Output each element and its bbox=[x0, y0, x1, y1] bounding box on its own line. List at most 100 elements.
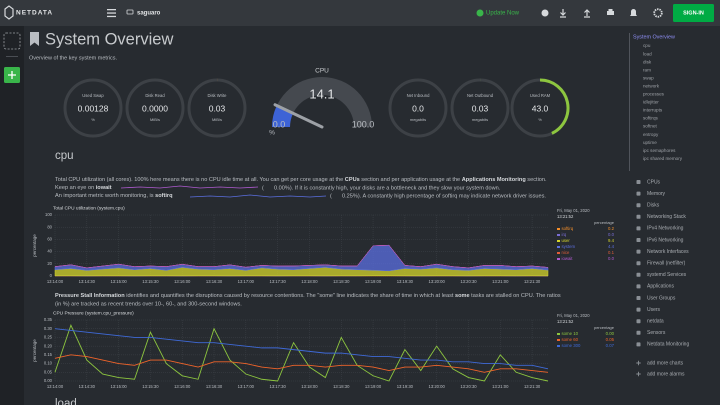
nav-section[interactable]: Disks bbox=[647, 203, 660, 209]
nav-action[interactable]: add more alarms bbox=[647, 371, 685, 377]
nav-sub-item[interactable]: network bbox=[643, 83, 660, 88]
nav-sub-item[interactable]: softnet bbox=[643, 124, 658, 129]
nav-icon bbox=[636, 238, 641, 242]
legend-name[interactable]: some 300 bbox=[562, 343, 581, 348]
host-name[interactable]: saguaro bbox=[137, 11, 161, 17]
legend-swatch[interactable] bbox=[557, 234, 560, 236]
x-tick-label: 13:18:30 bbox=[333, 384, 350, 389]
text-bold: some bbox=[455, 293, 470, 299]
paragraph-line: (in %) are tracked as recent trends over… bbox=[55, 301, 242, 307]
legend-swatch[interactable] bbox=[557, 228, 560, 230]
nav-sub-item[interactable]: softirqs bbox=[643, 116, 659, 121]
nav-sub-item[interactable]: interrupts bbox=[643, 108, 663, 113]
nav-sub-item[interactable]: processes bbox=[643, 92, 665, 97]
legend-name[interactable]: softirq bbox=[562, 226, 574, 231]
nav-section[interactable]: systemd Services bbox=[647, 272, 687, 278]
nav-section[interactable]: Memory bbox=[647, 191, 666, 197]
nav-sub-item[interactable]: load bbox=[643, 51, 652, 56]
print-icon-part[interactable] bbox=[607, 11, 614, 15]
legend-value: 0.05 bbox=[606, 337, 615, 342]
top-bar-part bbox=[0, 0, 720, 26]
sign-in-button-part[interactable] bbox=[673, 4, 714, 22]
update-now-part[interactable] bbox=[476, 9, 484, 17]
print-icon-part[interactable] bbox=[608, 9, 613, 11]
host-selector[interactable]: saguaro bbox=[126, 9, 161, 17]
legend-swatch[interactable] bbox=[557, 252, 560, 254]
nav-sub-item[interactable]: entropy bbox=[643, 132, 659, 137]
legend-name[interactable]: some 10 bbox=[562, 331, 579, 336]
sign-in-label[interactable]: SIGN-IN bbox=[683, 10, 704, 16]
gauge-arc bbox=[539, 78, 570, 135]
legend-name[interactable]: irq bbox=[562, 232, 567, 237]
nav-section[interactable]: IPv6 Networking bbox=[647, 237, 684, 243]
legend-name[interactable]: iowait bbox=[562, 256, 574, 261]
print-icon[interactable] bbox=[607, 9, 614, 15]
text-bold: Pressure Stall Information bbox=[55, 293, 125, 299]
legend-name[interactable]: user bbox=[562, 238, 571, 243]
menu-button-part[interactable] bbox=[107, 15, 116, 18]
sign-in-button[interactable]: SIGN-IN bbox=[673, 4, 714, 22]
legend-name[interactable]: system bbox=[562, 244, 576, 249]
logo-text[interactable]: NETDATA bbox=[16, 10, 53, 17]
nav-section[interactable]: Firewall (netfilter) bbox=[647, 261, 686, 267]
settings-icon[interactable] bbox=[653, 8, 663, 18]
add-space-button-part[interactable] bbox=[8, 71, 16, 79]
nav-sub-item[interactable]: swap bbox=[643, 75, 654, 80]
nav-section[interactable]: netdata bbox=[647, 319, 664, 325]
legend-swatch[interactable] bbox=[557, 246, 560, 248]
help-icon-part[interactable] bbox=[541, 9, 549, 17]
alarms-icon[interactable] bbox=[630, 9, 637, 16]
nav-section[interactable]: Applications bbox=[647, 284, 674, 290]
logo[interactable]: NETDATA bbox=[4, 5, 53, 20]
x-tick-label: 13:18:00 bbox=[301, 279, 318, 284]
help-icon[interactable] bbox=[541, 9, 549, 17]
legend-unit: percentage bbox=[594, 325, 615, 330]
legend-swatch[interactable] bbox=[557, 258, 560, 260]
nav-sub-item[interactable]: ram bbox=[643, 67, 651, 72]
legend-swatch[interactable] bbox=[557, 339, 560, 341]
settings-icon-part[interactable] bbox=[653, 8, 663, 18]
menu-button[interactable] bbox=[107, 9, 116, 18]
nav-section[interactable]: Sensors bbox=[647, 330, 666, 336]
host-selector-part[interactable] bbox=[126, 9, 134, 15]
legend-name[interactable]: nice bbox=[562, 250, 570, 255]
nav-section[interactable]: User Groups bbox=[647, 295, 676, 301]
update-label[interactable]: Update Now bbox=[486, 11, 520, 17]
update-now[interactable]: Update Now bbox=[476, 9, 520, 17]
legend-swatch[interactable] bbox=[557, 345, 560, 347]
nav-section[interactable]: Netdata Monitoring bbox=[647, 342, 689, 348]
nav-sub-item[interactable]: idlejitter bbox=[643, 100, 659, 105]
download-icon-part[interactable] bbox=[560, 9, 566, 18]
legend-name[interactable]: some 60 bbox=[562, 337, 579, 342]
nav-active[interactable]: System Overview bbox=[633, 34, 675, 40]
upload-icon-part[interactable] bbox=[584, 9, 590, 18]
nav-sub-item[interactable]: uptime bbox=[643, 140, 657, 145]
menu-button-part[interactable] bbox=[107, 12, 116, 14]
nav-sub-item[interactable]: ipc shared memory bbox=[643, 156, 683, 161]
nav-section[interactable]: Network Interfaces bbox=[647, 249, 689, 255]
nav-section[interactable]: Users bbox=[647, 307, 661, 313]
nav-sub-item[interactable]: disk bbox=[643, 59, 652, 64]
nav-section[interactable]: Networking Stack bbox=[647, 214, 686, 220]
x-tick-label: 13:15:00 bbox=[110, 279, 127, 284]
logo-part[interactable] bbox=[4, 5, 14, 20]
alarms-icon-part[interactable] bbox=[630, 9, 637, 16]
x-tick-label: 13:19:30 bbox=[397, 279, 414, 284]
menu-button-part[interactable] bbox=[107, 9, 116, 11]
nav-section[interactable]: IPv4 Networking bbox=[647, 226, 684, 232]
gauge-needle bbox=[273, 103, 324, 129]
gauge-value: 0.0000 bbox=[142, 103, 168, 113]
legend-value: 0.07 bbox=[606, 343, 615, 348]
y-axis-label: percentage bbox=[32, 234, 37, 257]
nav-sub-item[interactable]: cpu bbox=[643, 43, 651, 48]
add-space-button[interactable] bbox=[4, 67, 20, 83]
x-tick-label: 13:19:30 bbox=[397, 384, 414, 389]
legend-swatch[interactable] bbox=[557, 333, 560, 335]
nav-sub-item[interactable]: ipc semaphores bbox=[643, 148, 676, 153]
nav-section[interactable]: CPUs bbox=[647, 179, 661, 185]
upload-icon[interactable] bbox=[584, 9, 590, 18]
legend-swatch[interactable] bbox=[557, 240, 560, 242]
pressure-section: Pressure Stall Information identifies an… bbox=[55, 293, 561, 405]
nav-action[interactable]: add more charts bbox=[647, 360, 684, 366]
download-icon[interactable] bbox=[560, 9, 566, 18]
